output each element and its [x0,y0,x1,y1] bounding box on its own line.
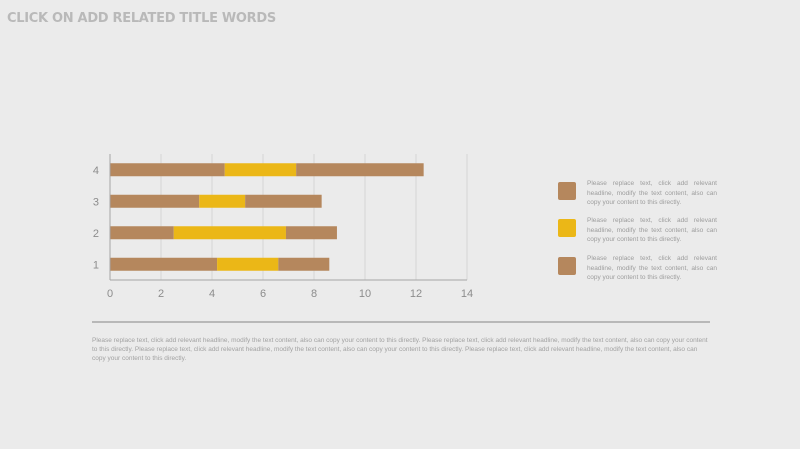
x-tick-label: 12 [410,288,422,300]
y-tick-label: 2 [93,228,99,240]
bar-segment [278,257,330,271]
x-tick-label: 8 [311,288,317,300]
bar-segment [296,163,424,177]
legend-text[interactable]: Please replace text, click add relevant … [587,180,717,206]
bar-segment [224,163,297,177]
legend-text[interactable]: Please replace text, click add relevant … [587,217,717,243]
legend-swatch [558,219,576,237]
x-tick-label: 0 [107,288,113,300]
legend-item: Please replace text, click add relevant … [558,216,718,252]
bar-segment [199,194,246,208]
bar-segment [110,163,225,177]
legend-swatch [558,182,576,200]
x-tick-label: 2 [158,288,164,300]
slide-title[interactable]: CLICK ON ADD RELATED TITLE WORDS [7,11,276,26]
bar-segment [285,226,337,240]
legend-text[interactable]: Please replace text, click add relevant … [587,255,717,281]
x-tick-label: 6 [260,288,266,300]
legend-item: Please replace text, click add relevant … [558,179,718,215]
legend-swatch [558,257,576,275]
y-tick-label: 4 [93,165,99,177]
bar-segment [217,257,279,271]
x-tick-label: 10 [359,288,371,300]
bar-segment [110,257,218,271]
body-text[interactable]: Please replace text, click add relevant … [92,337,708,362]
legend-item: Please replace text, click add relevant … [558,254,718,290]
bar-segment [173,226,286,240]
divider [92,321,710,323]
y-tick-label: 3 [93,196,99,208]
bar-segment [110,194,200,208]
x-tick-label: 4 [209,288,215,300]
bar-segment [110,226,174,240]
x-tick-label: 14 [461,288,473,300]
bar-segment [245,194,322,208]
y-tick-label: 1 [93,259,99,271]
